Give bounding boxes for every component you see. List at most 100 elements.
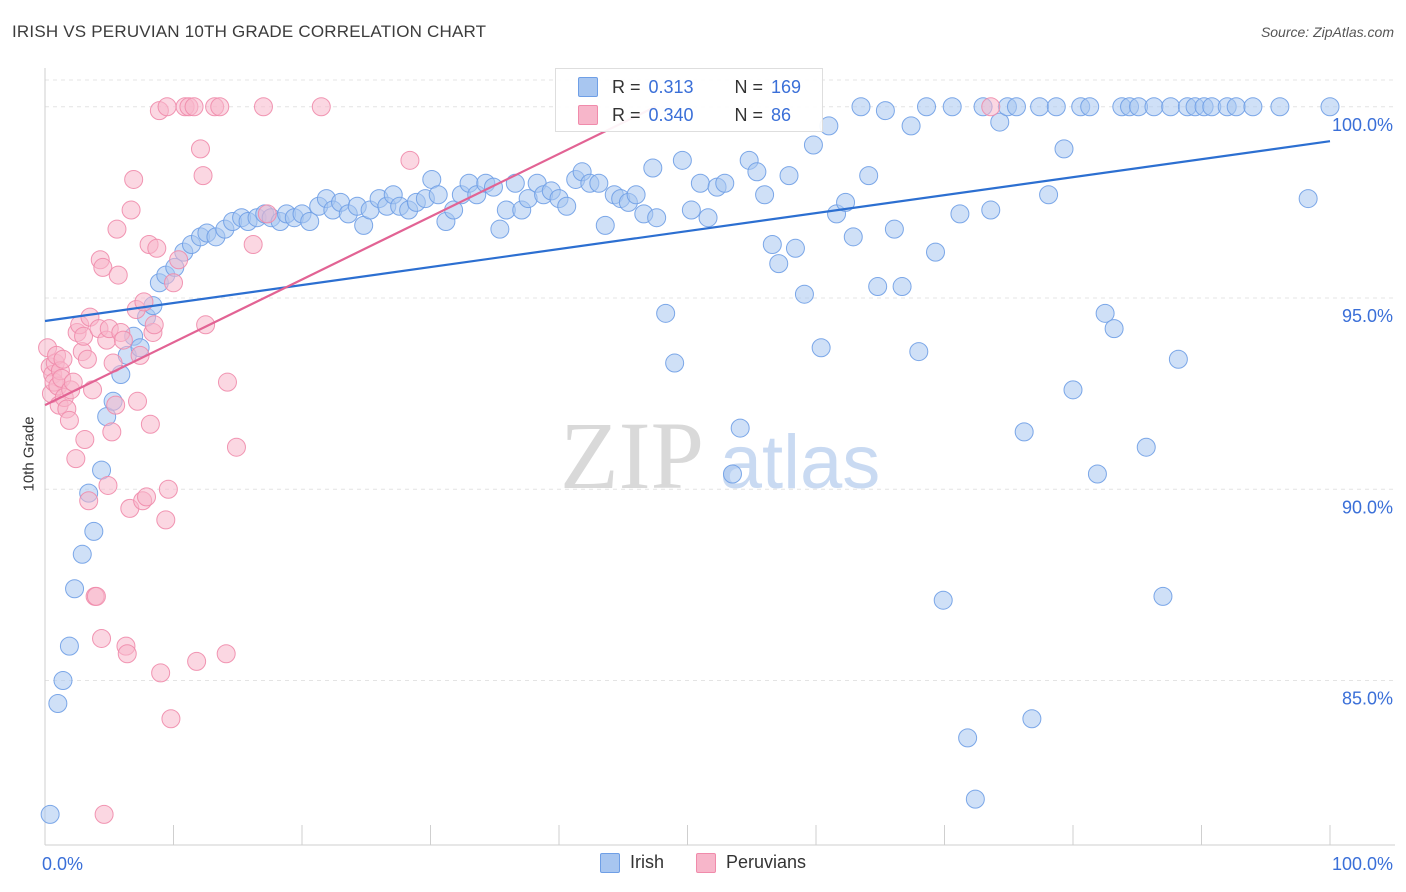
legend-item-peruvians[interactable]: Peruvians xyxy=(695,852,807,873)
irish-point xyxy=(1030,97,1050,117)
irish-point xyxy=(1014,422,1034,442)
irish-point xyxy=(1243,97,1263,117)
peruvian-trend-line xyxy=(44,105,656,407)
peruvian-point xyxy=(98,475,118,495)
irish-point xyxy=(715,173,735,193)
legend-peruvians-label: Peruvians xyxy=(725,852,807,872)
irish-point xyxy=(901,116,921,136)
irish-point xyxy=(917,97,937,117)
legend-item-irish[interactable]: Irish xyxy=(599,852,664,873)
axes xyxy=(44,68,1395,846)
irish-point xyxy=(730,418,750,438)
irish-point xyxy=(1226,97,1246,117)
irish-point xyxy=(1063,380,1083,400)
peruvian-point xyxy=(147,238,167,258)
peruvian-point xyxy=(226,437,246,457)
peruvian-point xyxy=(53,349,73,369)
irish-point xyxy=(933,590,953,610)
peruvian-point xyxy=(140,414,160,434)
peruvian-point xyxy=(108,265,128,285)
irish-point xyxy=(656,303,676,323)
peruvian-point xyxy=(164,273,183,293)
peruvian-point xyxy=(161,709,181,729)
y-tick-label: 90.0% xyxy=(1342,497,1393,517)
legend-irish-swatch xyxy=(599,852,620,873)
peruvian-point xyxy=(121,200,141,220)
peruvians-r-value: 0.340 xyxy=(648,104,694,125)
peruvian-point xyxy=(94,804,114,824)
irish-point xyxy=(1095,303,1115,323)
irish-point xyxy=(72,544,92,564)
irish-n-value: 169 xyxy=(771,76,802,97)
irish-point xyxy=(647,208,667,228)
irish-point xyxy=(868,277,888,297)
irish-point xyxy=(690,173,710,193)
irish-point xyxy=(722,464,742,484)
legend: Irish Peruvians xyxy=(0,852,1406,873)
watermark-zip: ZIP xyxy=(560,402,704,509)
peruvian-point xyxy=(311,97,331,117)
irish-point xyxy=(1080,97,1100,117)
peruvian-point xyxy=(93,257,113,277)
legend-peruvians-swatch xyxy=(695,852,716,873)
peruvian-point xyxy=(400,150,420,170)
peruvian-point xyxy=(157,97,177,117)
peruvians-n-value: 86 xyxy=(771,104,792,125)
irish-r-label: R = xyxy=(612,76,641,97)
peruvian-point xyxy=(144,315,164,335)
irish-r-value: 0.313 xyxy=(648,76,694,97)
irish-point xyxy=(1153,586,1173,606)
irish-point xyxy=(755,185,775,205)
peruvian-point xyxy=(106,395,126,415)
peruvian-point xyxy=(107,219,127,239)
tick-labels: 85.0% 90.0% 95.0% 100.0% 0.0% 100.0% xyxy=(42,115,1393,874)
legend-irish-label: Irish xyxy=(629,852,664,872)
gridlines xyxy=(45,79,1395,682)
irish-point xyxy=(892,277,912,297)
y-tick-label: 85.0% xyxy=(1342,689,1393,709)
irish-point xyxy=(884,219,904,239)
irish-point xyxy=(1144,97,1164,117)
peruvian-point xyxy=(59,410,79,430)
irish-point xyxy=(958,728,978,748)
irish-point xyxy=(53,671,73,691)
irish-point xyxy=(1298,189,1318,209)
irish-point xyxy=(926,242,946,262)
peruvians-r-label: R = xyxy=(612,104,641,125)
y-axis-title: 10th Grade xyxy=(20,416,38,492)
irish-point xyxy=(665,353,685,373)
irish-point xyxy=(1270,97,1290,117)
chart-title: IRISH VS PERUVIAN 10TH GRADE CORRELATION… xyxy=(12,22,487,41)
irish-point xyxy=(428,185,448,205)
y-tick-label: 100.0% xyxy=(1332,115,1393,135)
peruvian-point xyxy=(169,250,189,270)
irish-point xyxy=(950,204,970,224)
peruvian-point xyxy=(117,644,137,664)
irish-point xyxy=(48,693,68,713)
peruvian-point xyxy=(187,651,207,671)
irish-point xyxy=(1161,97,1181,117)
peruvians-n-label: N = xyxy=(734,104,764,125)
trend-lines xyxy=(44,105,1331,407)
peruvians-swatch xyxy=(578,105,598,125)
peruvian-point xyxy=(156,510,176,530)
irish-point xyxy=(851,97,871,117)
irish-point xyxy=(643,158,663,178)
peruvian-points xyxy=(38,97,1001,824)
peruvian-point xyxy=(77,349,97,369)
peruvian-point xyxy=(151,663,171,683)
irish-trend-line xyxy=(44,140,1331,323)
stats-row-irish: R = 0.313 N = 169 xyxy=(578,73,801,101)
irish-point xyxy=(626,185,646,205)
irish-point xyxy=(1039,185,1059,205)
irish-point xyxy=(1022,709,1042,729)
peruvian-point xyxy=(128,391,148,411)
irish-point xyxy=(779,166,799,186)
irish-point xyxy=(990,112,1010,132)
irish-point xyxy=(909,342,929,362)
peruvian-point xyxy=(243,234,263,254)
irish-point xyxy=(836,192,856,212)
stats-box: R = 0.313 N = 169 R = 0.340 N = 86 xyxy=(555,68,823,132)
peruvian-point xyxy=(113,330,133,350)
